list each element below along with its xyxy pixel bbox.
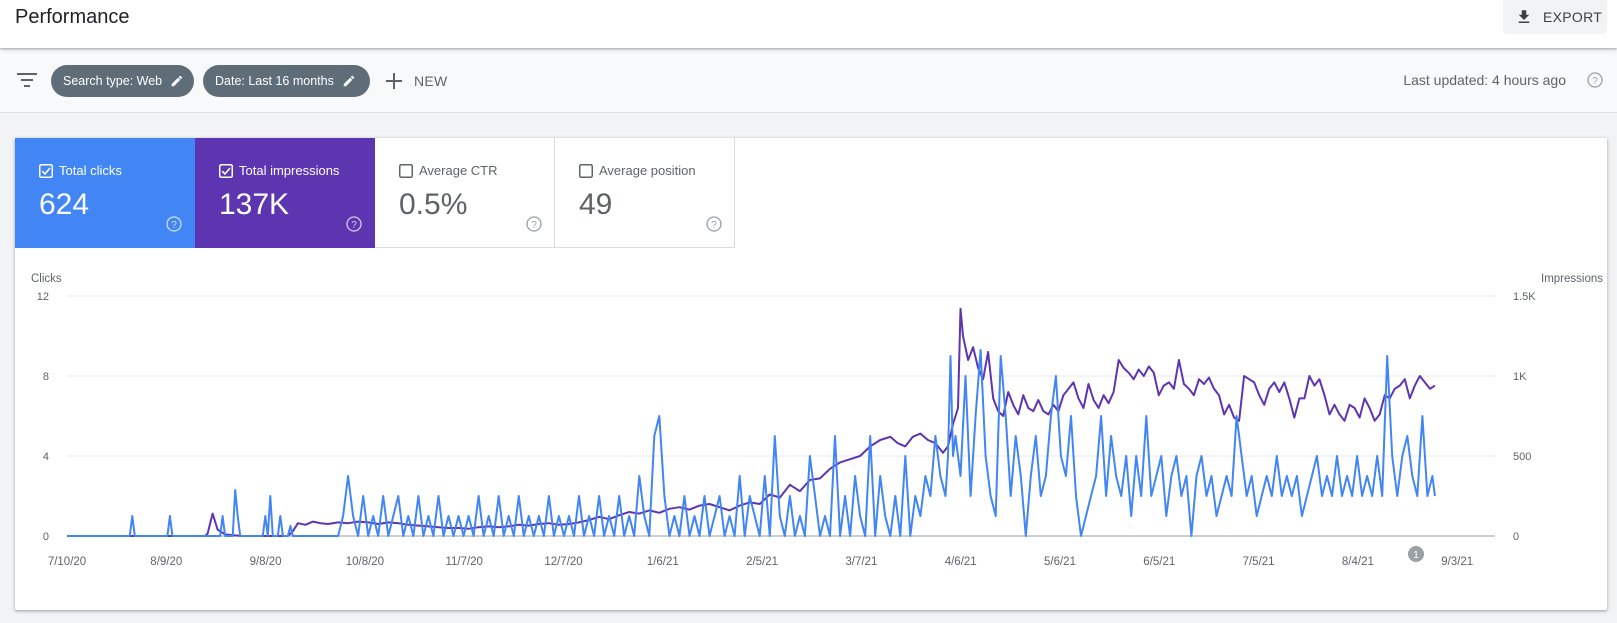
performance-card: Total clicks 624 ? Total impressions 137…	[15, 138, 1607, 610]
performance-chart: 12 1.5K 8 1K 4 500 0 0 7/10/20 8/9/20 9/8/20 10/8/2…	[37, 291, 1537, 568]
x-tick-label: 11/7/20	[445, 556, 483, 568]
search-type-chip[interactable]: Search type: Web	[51, 65, 194, 97]
svg-text:?: ?	[531, 220, 537, 231]
metric-value: 0.5%	[399, 188, 468, 221]
help-icon[interactable]: ?	[346, 216, 362, 232]
new-filter-button[interactable]: NEW	[386, 68, 448, 94]
last-updated-text: Last updated: 4 hours ago	[1403, 72, 1566, 88]
edit-icon	[171, 75, 183, 87]
svg-text:?: ?	[171, 220, 177, 231]
x-tick-label: 10/8/20	[346, 556, 384, 568]
metric-tabs: Total clicks 624 ? Total impressions 137…	[15, 138, 735, 248]
clicks-series-line	[67, 349, 1436, 537]
x-tick-label: 12/7/20	[544, 556, 582, 568]
checkbox-unchecked-icon[interactable]	[579, 164, 593, 178]
export-label: EXPORT	[1543, 9, 1603, 25]
svg-text:?: ?	[351, 220, 357, 231]
x-tick-label: 9/3/21	[1441, 556, 1473, 568]
x-tick-label: 2/5/21	[746, 556, 778, 568]
checkbox-checked-icon[interactable]	[219, 164, 233, 178]
new-label: NEW	[414, 73, 448, 89]
x-tick-label: 5/6/21	[1044, 556, 1076, 568]
x-tick-label: 8/4/21	[1342, 556, 1374, 568]
y-left-tick-label: 12	[37, 291, 49, 303]
help-icon[interactable]: ?	[1587, 72, 1603, 88]
metric-value: 49	[579, 188, 613, 221]
checkbox-checked-icon[interactable]	[39, 164, 53, 178]
y-left-tick-label: 4	[43, 451, 49, 463]
metric-label: Total impressions	[239, 163, 340, 178]
metric-total-clicks[interactable]: Total clicks 624 ?	[15, 138, 195, 248]
page-title: Performance	[15, 6, 130, 28]
date-range-chip[interactable]: Date: Last 16 months	[203, 65, 370, 97]
left-axis-title: Clicks	[31, 273, 62, 285]
y-right-tick-label: 1.5K	[1513, 291, 1536, 303]
chip-label: Search type: Web	[63, 74, 163, 88]
metric-total-impressions[interactable]: Total impressions 137K ?	[195, 138, 375, 248]
help-icon[interactable]: ?	[526, 216, 542, 232]
annotation-marker	[1408, 546, 1424, 562]
metric-average-ctr[interactable]: Average CTR 0.5% ?	[375, 138, 555, 248]
filter-icon[interactable]	[17, 72, 37, 88]
svg-text:?: ?	[711, 220, 717, 231]
top-app-bar: Performance EXPORT	[0, 0, 1617, 48]
y-left-tick-label: 8	[43, 371, 49, 383]
metric-label: Average CTR	[419, 163, 498, 178]
metric-label: Average position	[599, 163, 696, 178]
x-tick-label: 6/5/21	[1143, 556, 1175, 568]
filter-bar: Search type: Web Date: Last 16 months NE…	[0, 48, 1617, 113]
metric-label: Total clicks	[59, 163, 122, 178]
y-right-tick-label: 500	[1513, 451, 1531, 463]
metric-average-position[interactable]: Average position 49 ?	[555, 138, 735, 248]
checkbox-unchecked-icon[interactable]	[399, 164, 413, 178]
metric-value: 624	[39, 188, 90, 221]
x-tick-label: 7/10/20	[48, 556, 86, 568]
metric-value: 137K	[219, 188, 290, 221]
export-button[interactable]: EXPORT	[1503, 0, 1607, 34]
annotation-label: 1	[1413, 550, 1419, 561]
edit-icon	[343, 75, 355, 87]
y-right-tick-label: 0	[1513, 531, 1519, 543]
y-left-tick-label: 0	[43, 531, 49, 543]
right-axis-title: Impressions	[1541, 273, 1603, 285]
svg-text:?: ?	[1592, 76, 1598, 87]
y-right-tick-label: 1K	[1513, 371, 1527, 383]
chip-label: Date: Last 16 months	[215, 74, 334, 88]
x-tick-label: 9/8/20	[250, 556, 282, 568]
x-tick-label: 8/9/20	[150, 556, 182, 568]
x-tick-label: 3/7/21	[845, 556, 877, 568]
help-icon[interactable]: ?	[166, 216, 182, 232]
x-tick-label: 1/6/21	[647, 556, 679, 568]
plus-icon	[386, 73, 402, 89]
x-tick-label: 7/5/21	[1243, 556, 1275, 568]
help-icon[interactable]: ?	[706, 216, 722, 232]
x-tick-label: 4/6/21	[945, 556, 977, 568]
download-icon	[1518, 10, 1530, 23]
